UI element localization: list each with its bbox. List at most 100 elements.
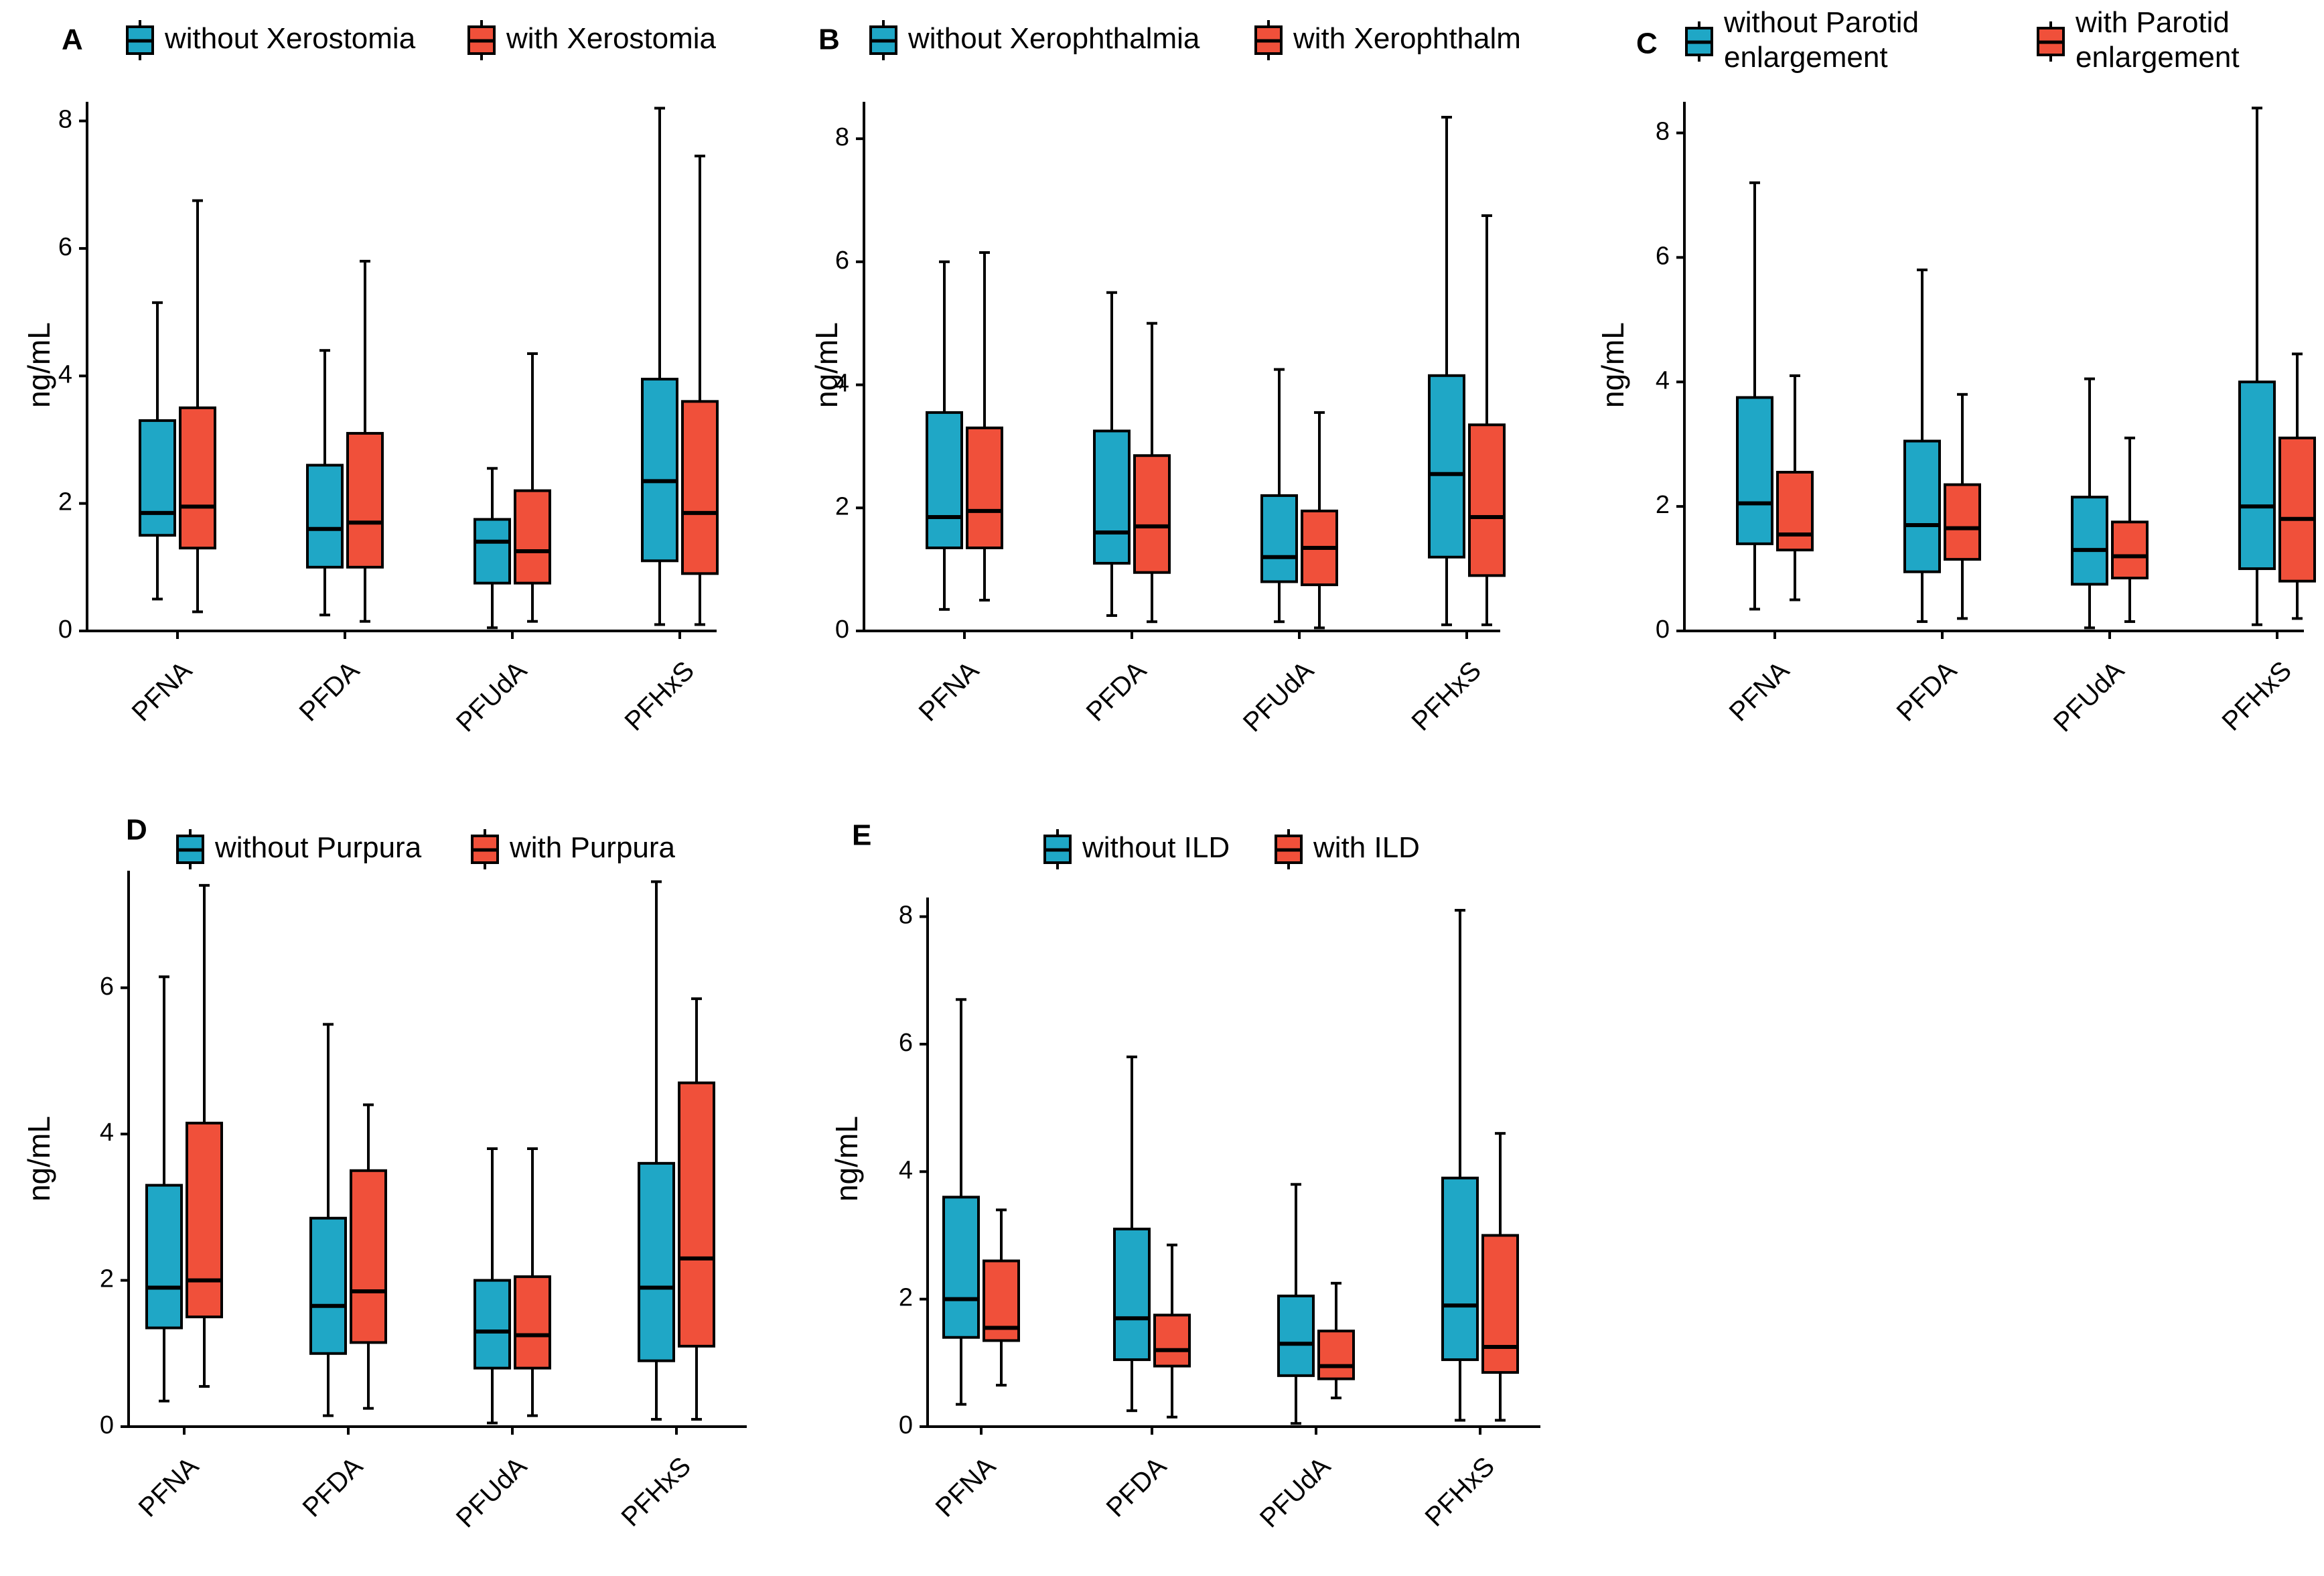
box-with (966, 251, 1003, 602)
box-iqr (681, 400, 719, 575)
y-tick-label: 8 (835, 123, 849, 151)
box-iqr (474, 1279, 511, 1370)
legend: without ILD with ILD (1043, 829, 1420, 869)
box-iqr (1093, 429, 1131, 565)
y-tick-label: 8 (899, 902, 913, 930)
legend-label-line: enlargement (2076, 41, 2240, 74)
box-without (1260, 368, 1298, 624)
y-axis-label: ng/mL (21, 322, 56, 408)
x-tick-label: PFHxS (1419, 1451, 1500, 1532)
box-iqr (1468, 423, 1506, 577)
legend-label-line: without Xerophthalmia (907, 22, 1200, 55)
x-tick-label: PFNA (133, 1451, 205, 1523)
box-with (1153, 1243, 1191, 1419)
x-tick-label: PFNA (127, 656, 198, 727)
legend-label: without Parotid enlargement (1723, 6, 1919, 74)
y-tick-label: 0 (899, 1411, 913, 1439)
box-without (309, 1023, 347, 1417)
x-tick-label: PFUdA (1238, 656, 1320, 738)
x-tick-label: PFNA (930, 1451, 1002, 1523)
box-with (514, 1147, 551, 1417)
legend-label-line: with Xerostomia (506, 22, 717, 55)
x-tick-label: PFHxS (1406, 656, 1487, 737)
y-axis-label: ng/mL (1595, 322, 1630, 408)
legend-label-line: with Purpura (509, 831, 676, 864)
box-iqr (942, 1196, 980, 1339)
box-iqr (638, 1161, 675, 1362)
box-with (1468, 214, 1506, 626)
legend-key-without: without Xerostomia (126, 20, 416, 60)
legend: without Purpura with Purpura (176, 829, 676, 869)
y-tick-label: 4 (100, 1119, 114, 1147)
box-iqr (1776, 471, 1814, 552)
legend-label: with Xerostomia (506, 22, 717, 55)
x-tick-label: PFUdA (451, 1451, 533, 1534)
box-with (2278, 352, 2316, 620)
box-without (1736, 181, 1773, 611)
box-with (514, 352, 551, 623)
box-with (1944, 392, 1981, 620)
box-iqr (179, 406, 216, 550)
box-iqr (1428, 374, 1465, 559)
box-iqr (1481, 1234, 1519, 1374)
box-without (1113, 1055, 1151, 1413)
box-iqr (641, 378, 678, 563)
y-tick-label: 0 (58, 616, 72, 644)
legend-label: with Xerophthalm (1293, 22, 1521, 55)
box-iqr (306, 463, 344, 569)
y-tick-label: 6 (100, 973, 114, 1001)
box-without (474, 1147, 511, 1425)
box-without (1277, 1183, 1315, 1425)
legend-key-without: without Purpura (176, 829, 422, 869)
legend-key-with: with Parotid enlargement (2037, 6, 2240, 74)
box-without (1441, 909, 1479, 1422)
x-tick-label: PFDA (297, 1451, 369, 1523)
legend-label-line: without Parotid (1723, 6, 1919, 39)
box-iqr (926, 411, 963, 549)
y-tick-label: 4 (1656, 366, 1670, 395)
legend-key-without: without ILD (1043, 829, 1230, 869)
box-iqr (2111, 520, 2149, 580)
x-tick-label: PFDA (1891, 656, 1963, 727)
box-iqr (1317, 1330, 1355, 1380)
legend-label-line: without ILD (1082, 831, 1230, 864)
box-without (1903, 268, 1941, 624)
box-with (1133, 321, 1171, 624)
legend-label-line: without Xerostomia (164, 22, 416, 55)
box-with (1776, 374, 1814, 601)
box-iqr (1153, 1313, 1191, 1368)
box-iqr (1277, 1294, 1315, 1377)
x-tick-label: PFNA (914, 656, 985, 727)
y-tick-label: 2 (1656, 491, 1670, 519)
box-iqr (1133, 454, 1171, 574)
box-without (1093, 291, 1131, 618)
x-tick-label: PFHxS (2216, 656, 2297, 737)
box-without (474, 467, 511, 630)
y-tick-label: 6 (835, 246, 849, 275)
legend: without Xerophthalmia with Xerophthalm (869, 20, 1521, 60)
x-tick-label: PFHxS (619, 656, 700, 737)
y-tick-label: 6 (1656, 242, 1670, 270)
y-tick-label: 2 (100, 1265, 114, 1293)
y-tick-label: 4 (899, 1156, 913, 1184)
y-tick-label: 0 (100, 1411, 114, 1439)
box-without (2071, 377, 2108, 630)
x-tick-label: PFUdA (451, 656, 533, 738)
box-with (2111, 436, 2149, 624)
box-iqr (1260, 494, 1298, 583)
box-iqr (2278, 436, 2316, 583)
legend-label-line: with ILD (1313, 831, 1420, 864)
box-with (983, 1208, 1020, 1387)
box-iqr (1944, 483, 1981, 561)
x-tick-label: PFUdA (1254, 1451, 1337, 1534)
box-with (179, 199, 216, 614)
y-tick-label: 2 (835, 492, 849, 520)
box-with (678, 997, 715, 1421)
box-with (1481, 1132, 1519, 1422)
y-tick-label: 4 (835, 370, 849, 398)
y-tick-label: 6 (899, 1029, 913, 1057)
panel-letter: C (1636, 27, 1658, 60)
